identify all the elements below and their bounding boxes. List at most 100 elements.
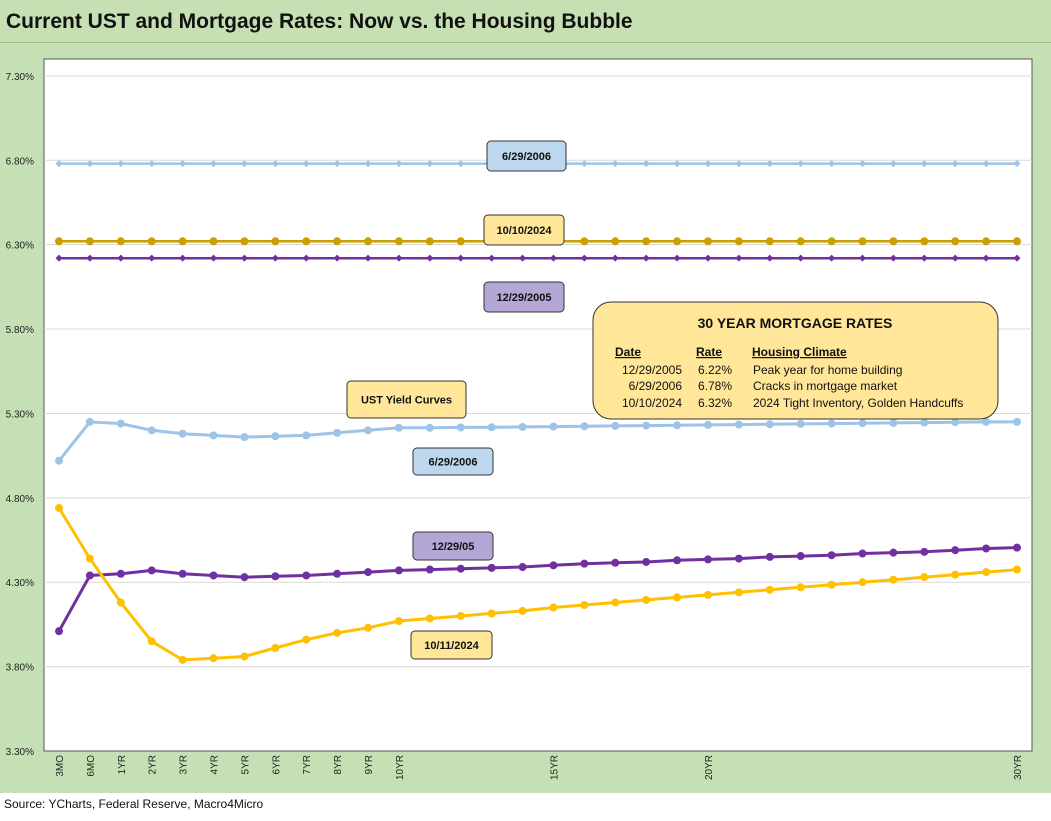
x-tick-label: 7YR xyxy=(302,755,313,774)
data-point xyxy=(425,237,434,246)
data-point xyxy=(456,237,465,246)
data-point xyxy=(766,254,774,262)
series-ust xyxy=(55,543,1021,636)
data-point xyxy=(673,237,682,246)
data-point xyxy=(642,237,651,246)
mortgage-rates-box: 30 YEAR MORTGAGE RATES Date Rate Housing Cl… xyxy=(592,301,999,420)
data-point xyxy=(210,254,218,262)
data-point xyxy=(271,572,280,581)
data-point xyxy=(86,254,94,262)
callout-box xyxy=(486,140,567,172)
data-point xyxy=(765,420,774,429)
mortgage-box-cell: 6.22% xyxy=(698,363,732,377)
data-point xyxy=(147,237,156,246)
data-point xyxy=(611,421,620,430)
data-point xyxy=(951,570,960,579)
data-point xyxy=(487,563,496,572)
callout-text: 10/10/2024 xyxy=(496,225,552,237)
callout-text: 6/29/2006 xyxy=(429,457,478,469)
data-point xyxy=(642,557,651,566)
data-point xyxy=(580,254,588,262)
data-point xyxy=(796,237,805,246)
data-point xyxy=(858,578,867,587)
data-point xyxy=(179,160,187,168)
data-point xyxy=(580,237,589,246)
data-point xyxy=(703,237,712,246)
mortgage-box-header: Rate xyxy=(696,345,722,359)
y-tick-label: 4.30% xyxy=(6,578,34,589)
data-point xyxy=(148,160,156,168)
data-point xyxy=(487,423,496,432)
data-point xyxy=(85,237,94,246)
data-point xyxy=(55,160,63,168)
data-point xyxy=(116,419,125,428)
data-point xyxy=(642,160,650,168)
data-point xyxy=(889,418,898,427)
data-point xyxy=(456,564,465,573)
data-point xyxy=(86,160,94,168)
data-point xyxy=(580,601,589,610)
data-point xyxy=(611,160,619,168)
data-point xyxy=(55,456,63,465)
data-point xyxy=(797,254,805,262)
data-point xyxy=(210,160,218,168)
data-point xyxy=(426,254,434,262)
data-point xyxy=(518,606,527,615)
data-point xyxy=(178,569,187,578)
data-point xyxy=(858,549,867,558)
data-point xyxy=(796,419,805,428)
data-point xyxy=(734,588,743,597)
callout-label: 12/29/2005 xyxy=(483,281,565,313)
data-point xyxy=(580,422,589,431)
data-point xyxy=(518,422,527,431)
x-tick-label: 2YR xyxy=(148,755,159,774)
callout-box xyxy=(346,380,467,419)
series-mortgage xyxy=(55,254,1021,262)
mortgage-box-cell: 12/29/2005 xyxy=(622,363,682,377)
data-point xyxy=(457,160,465,168)
y-tick-label: 3.30% xyxy=(6,747,34,758)
data-point xyxy=(395,160,403,168)
data-point xyxy=(858,160,866,168)
data-point xyxy=(796,552,805,561)
data-point xyxy=(765,585,774,594)
data-point xyxy=(642,421,651,430)
mortgage-box-cell: 6.78% xyxy=(698,379,732,393)
data-point xyxy=(549,603,558,612)
callout-layer: 6/29/2006 10/10/2024 12/29/2005 UST Yield C… xyxy=(346,140,567,660)
data-point xyxy=(394,617,403,626)
x-tick-label: 30YR xyxy=(1013,755,1024,780)
data-point xyxy=(55,503,63,512)
data-point xyxy=(426,160,434,168)
data-point xyxy=(982,544,991,553)
data-point xyxy=(116,569,125,578)
data-point xyxy=(889,237,898,246)
data-point xyxy=(302,160,310,168)
data-point xyxy=(487,609,496,618)
data-point xyxy=(85,554,94,563)
x-tick-label: 1YR xyxy=(117,755,128,774)
y-tick-label: 6.80% xyxy=(6,156,34,167)
data-point xyxy=(1013,237,1021,246)
data-point xyxy=(178,655,187,664)
data-point xyxy=(797,160,805,168)
data-point xyxy=(333,254,341,262)
data-point xyxy=(549,254,557,262)
data-point xyxy=(982,417,991,426)
data-point xyxy=(580,160,588,168)
data-point xyxy=(178,429,187,438)
data-point xyxy=(333,628,342,637)
data-point xyxy=(982,237,991,246)
series-line xyxy=(57,420,1017,462)
data-point xyxy=(889,160,897,168)
data-point xyxy=(734,237,743,246)
data-point xyxy=(302,237,311,246)
data-point xyxy=(425,423,434,432)
data-point xyxy=(673,593,682,602)
data-point xyxy=(920,573,929,582)
data-point xyxy=(796,583,805,592)
data-point xyxy=(240,254,248,262)
data-point xyxy=(673,254,681,262)
data-point xyxy=(889,548,898,557)
mortgage-box-bg xyxy=(592,301,999,420)
